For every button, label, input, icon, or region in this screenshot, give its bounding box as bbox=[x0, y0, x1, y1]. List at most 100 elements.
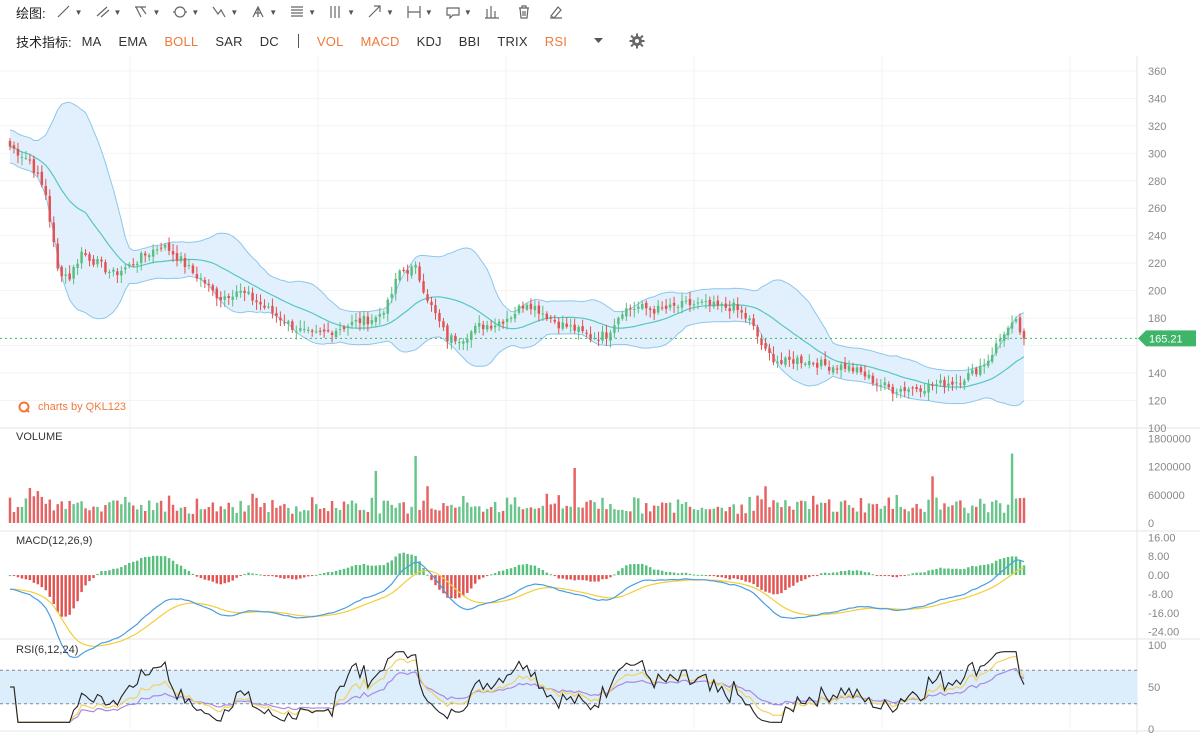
macd-histogram-bar bbox=[20, 575, 24, 579]
indicator-rsi[interactable]: RSI bbox=[544, 33, 568, 49]
arrow-tool-button[interactable]: ▼ bbox=[367, 4, 394, 20]
volume-bar bbox=[187, 513, 191, 523]
gear-icon[interactable] bbox=[629, 33, 645, 49]
volume-bar bbox=[438, 510, 441, 523]
macd-histogram-bar bbox=[692, 574, 696, 576]
caret-down-icon[interactable]: ▼ bbox=[191, 7, 200, 17]
bars-tool-button[interactable] bbox=[484, 4, 500, 20]
eraser-tool-button[interactable] bbox=[548, 4, 564, 20]
indicator-trix[interactable]: TRIX bbox=[497, 33, 528, 49]
candle bbox=[255, 293, 258, 310]
indicator-ma[interactable]: MA bbox=[81, 33, 102, 49]
shape-tool-button[interactable]: ▼ bbox=[172, 4, 199, 20]
candle bbox=[879, 379, 883, 391]
caret-down-icon[interactable]: ▼ bbox=[74, 7, 83, 17]
volume-bar bbox=[990, 501, 994, 523]
candle bbox=[652, 305, 656, 321]
indicator-vol[interactable]: VOL bbox=[316, 33, 344, 49]
caret-down-icon[interactable]: ▼ bbox=[463, 7, 472, 17]
rsi-6-line bbox=[10, 651, 1025, 723]
caret-down-icon[interactable]: ▼ bbox=[424, 7, 433, 17]
pitchfork-tool-button[interactable]: ▼ bbox=[250, 4, 277, 20]
volume-bar bbox=[386, 500, 389, 523]
caret-down-icon[interactable]: ▼ bbox=[347, 7, 355, 17]
volume-bar bbox=[585, 501, 588, 523]
macd-histogram-bar bbox=[903, 575, 906, 577]
macd-histogram-bar bbox=[56, 575, 59, 613]
note-tool-button[interactable]: ▼ bbox=[445, 4, 472, 20]
rsi-panel[interactable]: RSI(6,12,24) bbox=[0, 644, 1137, 723]
y-tick-label: 140 bbox=[1148, 368, 1166, 380]
pattern-tool-button[interactable]: ▼ bbox=[211, 4, 238, 20]
volume-bar bbox=[959, 500, 962, 523]
macd-histogram-bar bbox=[1018, 560, 1022, 576]
macd-histogram-bar bbox=[147, 556, 151, 576]
candle bbox=[462, 338, 465, 351]
candle bbox=[517, 303, 521, 315]
candle bbox=[108, 269, 111, 279]
volume-bar bbox=[501, 510, 505, 523]
volume-bar bbox=[231, 507, 234, 523]
caret-down-icon[interactable]: ▼ bbox=[269, 7, 278, 17]
macd-histogram-bar bbox=[553, 575, 557, 577]
caret-down-icon[interactable]: ▼ bbox=[230, 7, 239, 17]
macd-histogram-bar bbox=[1022, 565, 1026, 576]
measure-tool-button[interactable]: ▼ bbox=[406, 4, 433, 20]
volume-bar bbox=[955, 501, 958, 523]
caret-down-icon[interactable]: ▼ bbox=[152, 7, 161, 17]
caret-down-icon[interactable]: ▼ bbox=[308, 7, 317, 17]
gann-tool-button[interactable]: ▼ bbox=[328, 4, 355, 20]
macd-histogram-bar bbox=[410, 554, 413, 576]
volume-bar bbox=[577, 507, 580, 523]
volume-bar bbox=[474, 506, 477, 523]
macd-panel[interactable]: MACD(12,26,9) bbox=[8, 535, 1026, 659]
volume-bar bbox=[541, 505, 545, 523]
macd-histogram-bar bbox=[28, 575, 32, 580]
volume-bar bbox=[434, 509, 437, 523]
macd-histogram-bar bbox=[911, 573, 914, 576]
indicator-macd[interactable]: MACD bbox=[360, 33, 400, 49]
indicator-kdj[interactable]: KDJ bbox=[416, 33, 442, 49]
chart-area[interactable]: 165.21 VOLUME MACD(12,26,9) RSI(6,12,24)… bbox=[0, 56, 1200, 734]
macd-histogram-bar bbox=[525, 564, 529, 576]
macd-histogram-bar bbox=[116, 568, 119, 576]
volume-bar bbox=[80, 501, 83, 523]
macd-histogram-bar bbox=[394, 556, 397, 576]
indicator-sar[interactable]: SAR bbox=[215, 33, 243, 49]
volume-bar bbox=[466, 502, 469, 523]
macd-histogram-bar bbox=[88, 575, 91, 582]
volume-bar bbox=[100, 511, 103, 523]
trash-tool-button[interactable] bbox=[516, 4, 532, 20]
macd-histogram-bar bbox=[450, 575, 453, 599]
macd-histogram-bar bbox=[549, 574, 553, 576]
candle bbox=[875, 378, 879, 392]
macd-histogram-bar bbox=[330, 572, 334, 576]
candle bbox=[641, 300, 644, 311]
candle bbox=[163, 242, 167, 251]
fib-tool-button[interactable]: ▼ bbox=[289, 4, 316, 20]
indicator-boll[interactable]: BOLL bbox=[164, 33, 199, 49]
volume-bar bbox=[489, 507, 493, 523]
price-panel[interactable]: 165.21 bbox=[0, 101, 1196, 407]
macd-histogram-bar bbox=[875, 575, 879, 577]
volume-bar bbox=[136, 509, 139, 523]
line-tool-button[interactable]: ▼ bbox=[56, 4, 83, 20]
volume-panel[interactable]: VOLUME bbox=[8, 431, 1026, 523]
macd-histogram-bar bbox=[215, 575, 219, 584]
caret-down-icon[interactable] bbox=[594, 38, 604, 44]
candle bbox=[835, 365, 839, 375]
indicator-dc[interactable]: DC bbox=[259, 33, 279, 49]
volume-bar bbox=[322, 508, 326, 523]
ray-tool-button[interactable]: ▼ bbox=[95, 4, 122, 20]
macd-histogram-bar bbox=[788, 575, 791, 588]
macd-histogram-bar bbox=[708, 575, 712, 577]
candle bbox=[52, 216, 55, 248]
caret-down-icon[interactable]: ▼ bbox=[386, 7, 394, 17]
indicator-ema[interactable]: EMA bbox=[118, 33, 148, 49]
caret-down-icon[interactable]: ▼ bbox=[113, 7, 122, 17]
volume-bar bbox=[334, 507, 338, 523]
indicator-bbi[interactable]: BBI bbox=[458, 33, 481, 49]
macd-histogram-bar bbox=[493, 572, 497, 576]
channel-tool-button[interactable]: ▼ bbox=[133, 4, 160, 20]
macd-histogram-bar bbox=[780, 575, 783, 594]
